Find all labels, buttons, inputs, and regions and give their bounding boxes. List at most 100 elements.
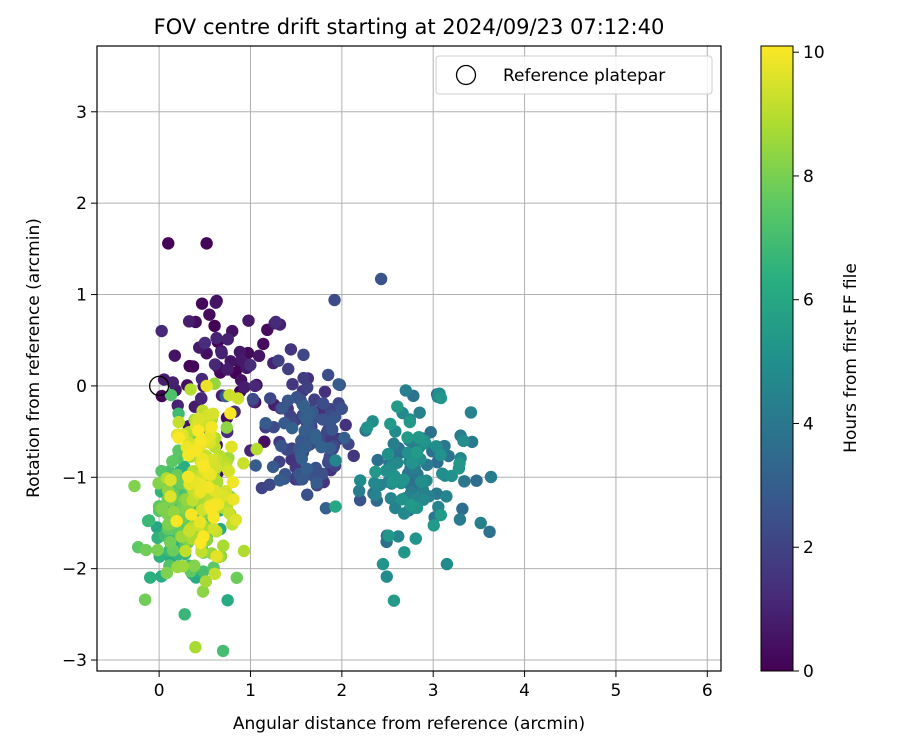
data-point [352,484,366,498]
data-point [220,421,233,434]
data-point [264,392,277,405]
x-tick-label: 1 [245,681,256,701]
data-point [166,455,179,468]
data-point [321,368,335,382]
data-point [391,400,404,413]
data-point [166,376,180,389]
data-point [282,362,295,376]
data-point [202,481,215,494]
data-point [297,371,310,385]
data-point [246,392,260,406]
data-point [339,418,352,432]
data-point [286,377,299,391]
data-point [200,379,213,393]
data-point [369,465,382,478]
y-tick-label: 0 [76,377,87,397]
data-point [263,478,276,491]
data-point [197,459,211,473]
colorbar-tick-label: 8 [803,167,814,187]
data-point [225,440,238,453]
data-point [315,440,328,454]
data-point [200,237,213,250]
data-point [368,476,381,490]
y-axis-label: Rotation from reference (arcmin) [24,218,44,498]
data-point [397,507,411,520]
data-point [273,474,286,487]
data-point [163,536,177,549]
data-point [185,508,198,521]
data-point [332,378,345,391]
data-point [221,594,234,607]
reference-marker [148,375,170,397]
data-point [172,415,185,429]
data-point [302,408,315,421]
data-point [272,354,285,367]
data-point [182,315,196,328]
data-point [210,550,223,563]
data-point [398,546,411,559]
data-point [374,272,388,286]
data-point [155,502,169,515]
data-point [389,501,402,515]
data-point [160,566,174,580]
x-tick-label: 2 [336,681,347,701]
data-point [205,503,218,516]
data-point [269,315,282,329]
data-point [178,608,191,621]
data-point [318,385,332,398]
data-point [259,417,272,430]
data-point [206,407,220,421]
data-point [415,475,428,488]
data-point [208,358,222,371]
legend-label: Reference platepar [503,66,665,86]
data-point [230,571,243,584]
data-point [144,571,157,584]
data-point [401,446,414,460]
data-point [453,457,466,470]
data-point [227,493,240,506]
data-point [198,336,212,350]
data-point [410,445,424,459]
data-point [207,522,220,536]
legend-box [435,55,713,95]
data-point [484,470,498,484]
data-point [188,559,201,572]
data-point [141,514,155,528]
data-point [474,516,487,530]
chart-title: FOV centre drift starting at 2024/09/23 … [154,15,665,39]
data-point [242,314,255,327]
data-point [376,557,390,571]
data-point [464,406,478,419]
data-point [316,397,330,410]
data-point [354,474,367,487]
colorbar-tick-label: 0 [803,662,814,682]
data-point [296,473,309,486]
data-point [164,473,177,487]
data-point [424,426,437,439]
y-tick-label: −3 [62,651,87,671]
data-point [329,454,342,467]
data-point [138,593,152,606]
data-point [258,435,271,448]
data-point [328,293,341,307]
x-tick-label: 4 [519,681,530,701]
data-point [384,492,398,505]
data-point [300,462,314,476]
data-point [397,473,410,486]
data-point [168,349,181,362]
data-point [226,475,240,489]
data-point [434,391,448,405]
data-point [252,349,266,363]
data-point [128,479,141,493]
data-point [249,459,262,472]
colorbar-tick-label: 2 [803,538,814,558]
data-point [483,525,496,539]
y-tick-label: −2 [62,560,87,580]
data-point [353,493,367,507]
data-point [309,431,322,445]
data-points [128,237,498,658]
data-point [155,324,168,338]
legend-marker-icon [455,64,477,86]
data-point [229,513,243,526]
